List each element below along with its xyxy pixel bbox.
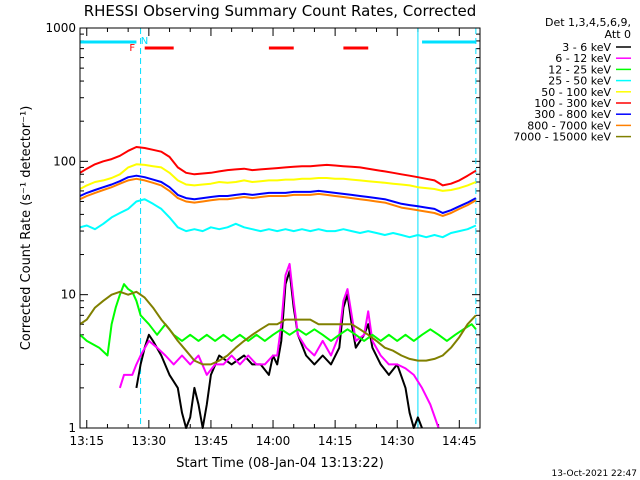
y-tick-label-1: 10 [61, 288, 76, 302]
legend-header-line-1: Det 1,3,4,5,6,9, [545, 16, 631, 29]
legend-label-0: 3 - 6 keV [562, 41, 611, 54]
legend-label-1: 6 - 12 keV [555, 52, 611, 65]
data-series [79, 146, 477, 429]
axis-ticks: 1 10 100 1000 13:15 13:30 13:45 14:00 14:15 14:30… [45, 21, 481, 448]
legend-label-7: 800 - 7000 keV [527, 119, 611, 132]
flare-flag-label: F [129, 43, 135, 54]
series-line-25-50-kev [79, 198, 477, 239]
y-tick-label-3: 1000 [45, 21, 76, 35]
series-line-12-25-kev [79, 283, 477, 357]
series-line-3-6-kev [135, 270, 423, 429]
x-tick-label-2: 13:45 [194, 434, 229, 448]
x-tick-label-0: 13:15 [69, 434, 104, 448]
legend-label-8: 7000 - 15000 keV [513, 131, 611, 144]
series-line-50-100-kev [79, 163, 477, 192]
series-line-300-800-kev [79, 174, 477, 214]
x-tick-label-5: 14:30 [380, 434, 415, 448]
chart-title: RHESSI Observing Summary Count Rates, Co… [84, 2, 477, 20]
y-axis-label: Corrected Count Rate (s⁻¹ detector⁻¹) [19, 106, 34, 351]
flag-markers: FN [80, 36, 476, 54]
series-line-7000-15000-kev [79, 290, 477, 366]
series-line-800-7000-kev [79, 177, 477, 217]
night-flag-label: N [141, 36, 148, 47]
footer-timestamp: 13-Oct-2021 22:47 [552, 469, 637, 479]
plot-frame [79, 27, 481, 429]
series-line-6-12-kev [118, 262, 440, 429]
x-tick-label-1: 13:30 [132, 434, 167, 448]
legend-label-4: 50 - 100 keV [541, 86, 611, 99]
y-tick-label-2: 100 [53, 154, 76, 168]
legend-label-2: 12 - 25 keV [548, 63, 611, 76]
series-line-100-300-kev [79, 146, 477, 187]
legend-header-line-2: Att 0 [605, 28, 631, 41]
x-tick-label-6: 14:45 [442, 434, 477, 448]
x-axis-label: Start Time (08-Jan-04 13:13:22) [176, 456, 384, 471]
x-tick-label-4: 14:15 [318, 434, 353, 448]
legend-label-5: 100 - 300 keV [534, 97, 611, 110]
y-tick-label-0: 1 [68, 421, 76, 435]
legend-label-3: 25 - 50 keV [548, 75, 611, 88]
legend-label-6: 300 - 800 keV [534, 108, 611, 121]
x-tick-label-3: 14:00 [256, 434, 291, 448]
